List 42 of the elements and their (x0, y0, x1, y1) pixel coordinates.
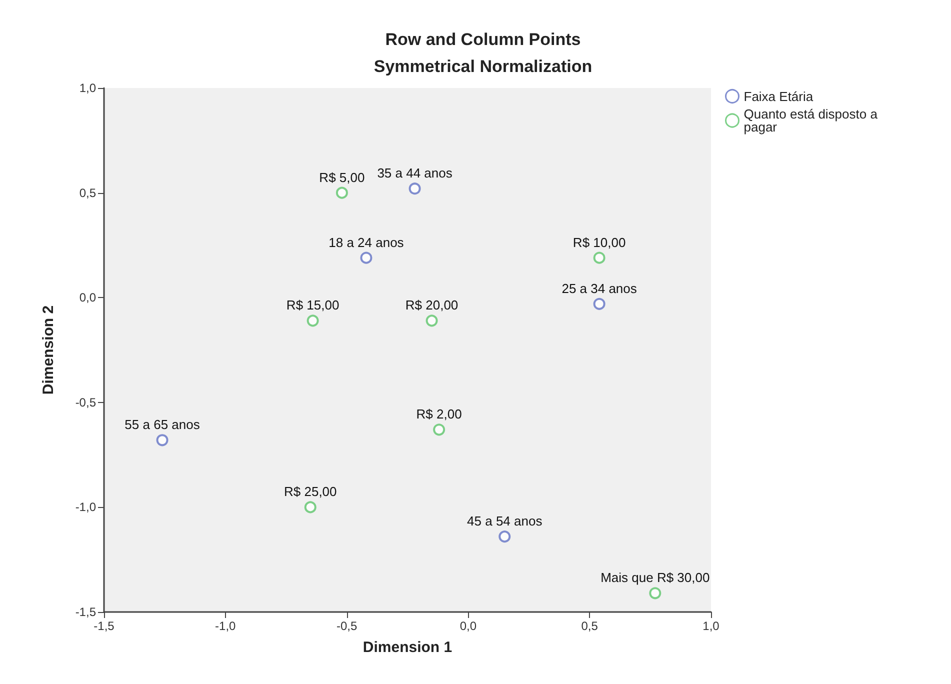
annotation: R$ 15,00 (286, 298, 340, 313)
annotation: 55 a 65 anos (124, 417, 200, 432)
legend-label: Faixa Etária (744, 88, 814, 104)
x-axis-title: Dimension 1 (362, 639, 452, 656)
point (593, 252, 606, 264)
x-tick-label: -0,5 (336, 619, 358, 633)
y-tick-label: -0,5 (75, 395, 96, 410)
annotation: R$ 5,00 (319, 170, 365, 185)
y-axis-title: Dimension 2 (40, 305, 57, 395)
point (433, 424, 446, 436)
x-tick-label: -1,0 (215, 619, 236, 633)
annotation: 25 a 34 anos (562, 280, 638, 296)
point (426, 314, 438, 327)
x-tick-label: 0,5 (581, 619, 598, 633)
annotation: 35 a 44 anos (377, 166, 453, 181)
y-tick-label: 1,0 (79, 81, 96, 95)
annotation: R$ 20,00 (405, 298, 458, 313)
x-tick-label: -1,5 (94, 619, 115, 633)
point (156, 434, 168, 446)
y-tick-label: -1,5 (75, 605, 96, 619)
annotation: R$ 2,00 (416, 406, 462, 422)
annotation: R$ 25,00 (284, 484, 337, 500)
legend-label: Quanto está disposto a pagar (744, 106, 882, 134)
y-tick-label: 0,5 (79, 186, 96, 200)
y-tick-label: 0,0 (79, 290, 96, 305)
x-tick-label: 1,0 (702, 619, 720, 633)
annotation: 18 a 24 anos (328, 234, 404, 250)
point (498, 530, 511, 543)
point (304, 501, 316, 514)
point (306, 314, 319, 327)
annotation: R$ 10,00 (572, 234, 626, 250)
point (336, 186, 348, 199)
x-tick-label: 0,0 (460, 619, 477, 633)
y-tick-label: -1,0 (75, 500, 96, 514)
annotation: 45 a 54 anos (467, 514, 543, 529)
chart-subtitle: Symmetrical Normalization (374, 57, 592, 76)
chart-title: Row and Column Points (385, 30, 581, 49)
point (408, 182, 421, 195)
point (360, 252, 372, 264)
point (593, 298, 606, 310)
point (649, 587, 662, 600)
annotation: Mais que R$ 30,00 (600, 570, 710, 586)
